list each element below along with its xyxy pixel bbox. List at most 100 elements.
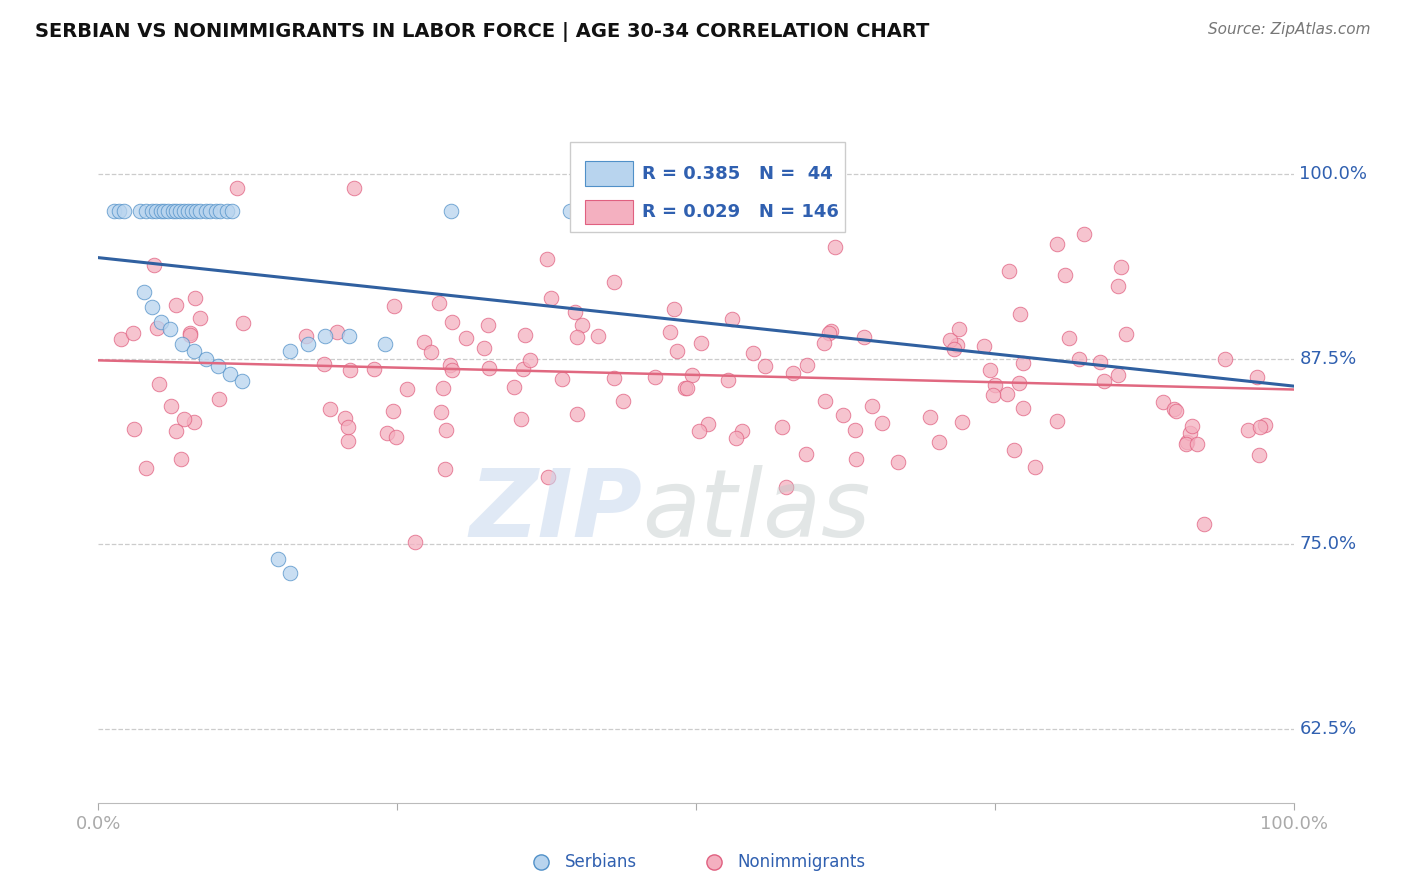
Text: 75.0%: 75.0% xyxy=(1299,534,1357,553)
Point xyxy=(860,399,883,413)
Point xyxy=(374,337,396,351)
Point xyxy=(143,259,166,273)
Point xyxy=(1181,418,1204,433)
Point xyxy=(124,422,146,436)
Point xyxy=(721,311,744,326)
Point xyxy=(165,203,187,218)
Point xyxy=(820,324,842,338)
Point xyxy=(420,344,443,359)
Point xyxy=(186,203,208,218)
Text: Source: ZipAtlas.com: Source: ZipAtlas.com xyxy=(1208,22,1371,37)
Text: R = 0.029   N = 146: R = 0.029 N = 146 xyxy=(643,203,839,221)
Point xyxy=(165,424,187,438)
Point xyxy=(165,298,187,312)
Point xyxy=(1011,401,1033,416)
Point xyxy=(1246,369,1268,384)
Point xyxy=(998,263,1021,277)
Point xyxy=(188,203,211,218)
Point xyxy=(148,377,170,392)
Point xyxy=(454,331,477,345)
Point xyxy=(564,304,586,318)
Point xyxy=(297,337,319,351)
Point xyxy=(537,470,560,484)
Point xyxy=(675,381,697,395)
Point xyxy=(312,357,335,371)
Point xyxy=(177,203,200,218)
Point xyxy=(1109,260,1132,274)
Point xyxy=(172,337,194,351)
Point xyxy=(853,330,876,344)
Point xyxy=(141,300,163,314)
Point xyxy=(690,335,713,350)
Point xyxy=(183,344,205,359)
Point xyxy=(472,341,495,355)
Point xyxy=(1247,448,1270,462)
Point xyxy=(560,203,582,218)
Point xyxy=(439,358,461,372)
Point xyxy=(887,455,910,469)
Point xyxy=(145,203,167,218)
Point xyxy=(1175,435,1198,450)
Point xyxy=(337,329,360,343)
Point xyxy=(232,317,254,331)
Point xyxy=(1092,374,1115,388)
Point xyxy=(184,291,207,305)
Point xyxy=(1152,394,1174,409)
Point xyxy=(1107,279,1129,293)
Point xyxy=(503,379,526,393)
Point xyxy=(173,412,195,426)
Point xyxy=(336,434,359,448)
Point xyxy=(478,361,501,376)
Point xyxy=(1107,368,1129,383)
Point xyxy=(782,367,804,381)
Point xyxy=(676,381,699,395)
Point xyxy=(156,203,179,218)
Point xyxy=(315,329,337,343)
Point xyxy=(180,203,202,218)
Point xyxy=(432,381,454,395)
Point xyxy=(194,351,217,366)
Point xyxy=(149,203,172,218)
Point xyxy=(770,420,793,434)
Point xyxy=(433,462,456,476)
Point xyxy=(204,203,226,218)
Point xyxy=(135,203,157,218)
Point xyxy=(981,387,1004,401)
Point xyxy=(1057,331,1080,345)
Point xyxy=(950,415,973,429)
Point xyxy=(1115,327,1137,342)
Point xyxy=(122,326,145,340)
Point xyxy=(339,363,361,377)
Text: 87.5%: 87.5% xyxy=(1299,350,1357,368)
Point xyxy=(404,534,426,549)
Point xyxy=(845,451,868,466)
Point xyxy=(1254,418,1277,433)
Point xyxy=(717,374,740,388)
Point xyxy=(188,310,211,325)
Point xyxy=(724,431,747,445)
Point xyxy=(381,404,404,418)
Point xyxy=(107,203,129,218)
Point xyxy=(226,181,249,195)
Text: 62.5%: 62.5% xyxy=(1299,720,1357,738)
Point xyxy=(159,400,181,414)
Point xyxy=(659,326,682,340)
FancyBboxPatch shape xyxy=(571,142,845,232)
Point xyxy=(319,402,342,417)
Point xyxy=(742,346,765,360)
Point xyxy=(565,329,588,343)
Point xyxy=(942,342,965,356)
Point xyxy=(796,359,818,373)
Point xyxy=(112,203,135,218)
Point xyxy=(565,407,588,421)
Point xyxy=(1054,268,1077,283)
Point xyxy=(540,291,562,305)
Point xyxy=(110,332,132,346)
Point xyxy=(973,339,995,353)
Point xyxy=(1194,517,1216,532)
Point xyxy=(831,408,853,422)
Point xyxy=(149,315,172,329)
Point xyxy=(295,328,318,343)
Text: R = 0.385   N =  44: R = 0.385 N = 44 xyxy=(643,165,832,183)
Text: ZIP: ZIP xyxy=(470,465,643,557)
